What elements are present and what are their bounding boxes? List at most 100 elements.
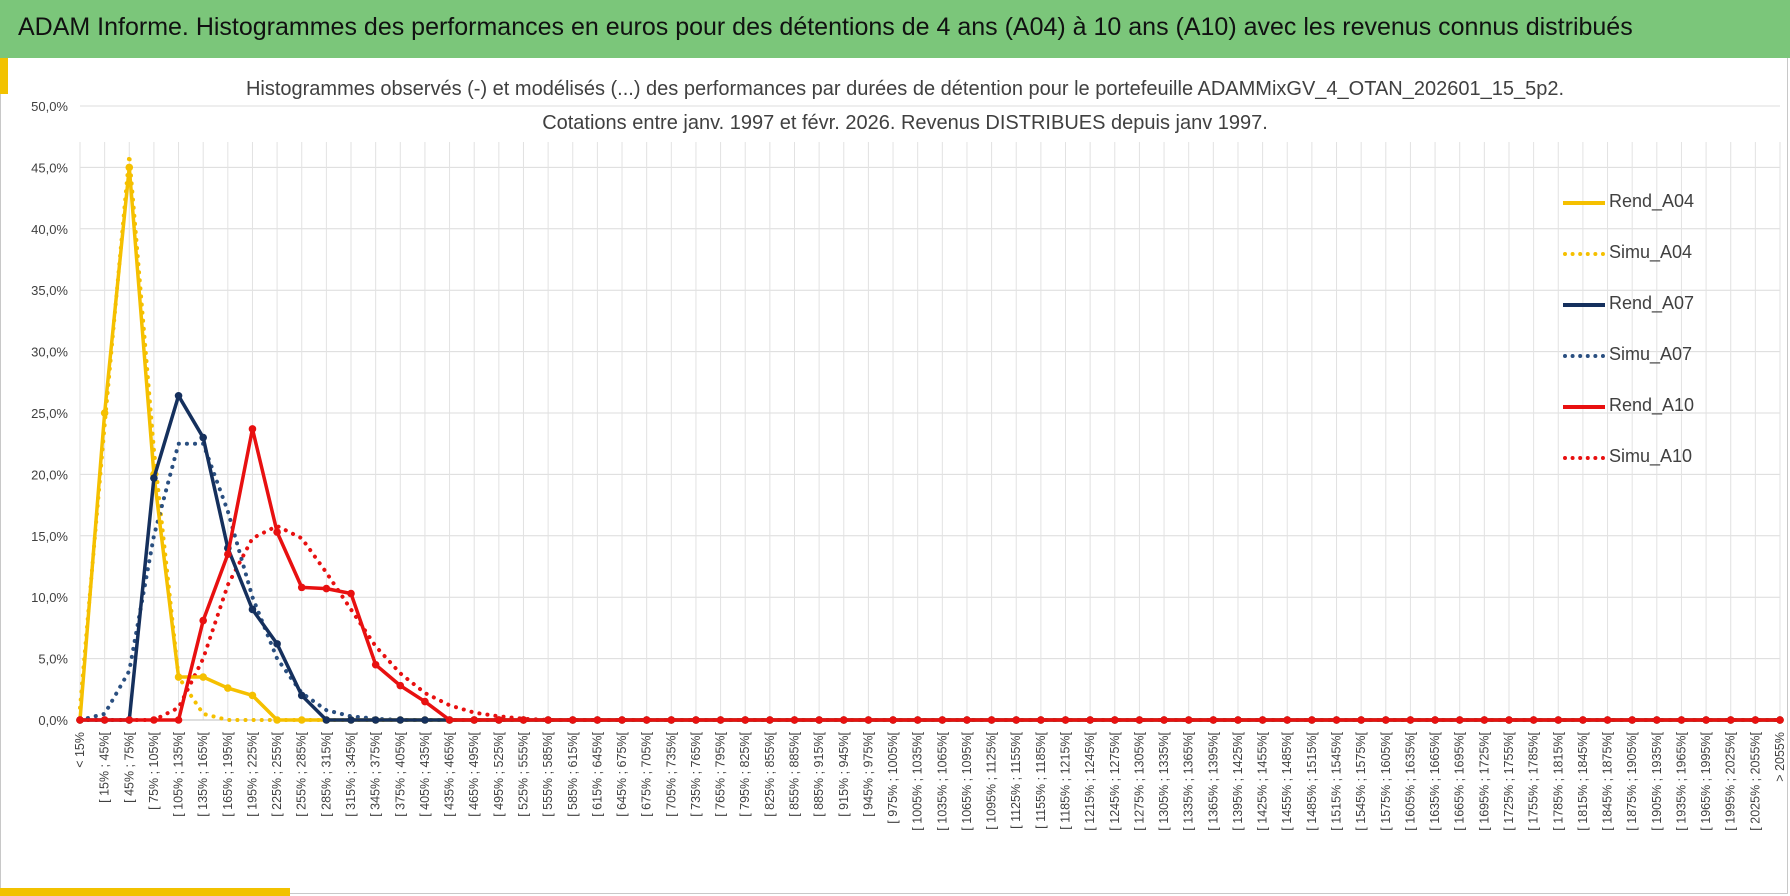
x-tick-label: [ 225% ; 255%[ (270, 731, 284, 816)
legend-swatch (1563, 303, 1605, 307)
x-tick-label: [ 1605% ; 1635%[ (1403, 731, 1417, 830)
data-point-rend-a10 (199, 616, 207, 625)
data-point-rend-a10 (1603, 716, 1612, 724)
chart-subtitle: Cotations entre janv. 1997 et févr. 2026… (542, 112, 1268, 134)
data-point-rend-a10 (1332, 716, 1341, 724)
data-point-rend-a04 (273, 716, 281, 724)
x-tick-label: [ 1785% ; 1815%[ (1551, 731, 1565, 830)
data-point-rend-a10 (963, 716, 971, 724)
data-point-rend-a10 (125, 716, 134, 724)
series-line-rend-a07 (78, 394, 1782, 722)
data-point-rend-a10 (76, 716, 84, 724)
data-point-rend-a04 (297, 716, 306, 724)
legend-swatch (1563, 456, 1605, 460)
x-tick-label: [ 855% ; 885%[ (787, 731, 801, 816)
legend-label: Simu_A10 (1609, 446, 1693, 466)
data-point-rend-a10 (1110, 716, 1119, 724)
x-tick-label: [ 1965% ; 1995%[ (1699, 731, 1713, 830)
data-point-rend-a10 (913, 716, 922, 724)
x-tick-label: [ 825% ; 855%[ (763, 731, 777, 816)
x-tick-label: [ 465% ; 495%[ (467, 731, 481, 816)
x-tick-label: [ 1035% ; 1065%[ (935, 731, 949, 830)
data-point-rend-a10 (1037, 716, 1045, 724)
legend-swatch (1563, 354, 1605, 358)
x-tick-label: [ 1335% ; 1365%[ (1182, 731, 1196, 830)
data-point-rend-a10 (568, 716, 577, 724)
data-point-rend-a10 (1653, 716, 1661, 724)
x-tick-label: [ 345% ; 375%[ (369, 731, 383, 816)
report-title: ADAM Informe. Histogrammes des performan… (18, 13, 1633, 41)
x-tick-label: [ 255% ; 285%[ (295, 731, 309, 816)
data-point-rend-a10 (1529, 716, 1538, 724)
accent-bar-bottom (0, 888, 290, 896)
legend-swatch (1563, 201, 1605, 205)
data-point-rend-a04 (100, 409, 109, 417)
data-point-rend-a07 (421, 716, 429, 724)
y-tick-label: 35,0% (31, 283, 68, 298)
x-tick-label: [ 15% ; 45%[ (98, 731, 112, 802)
data-point-rend-a04 (224, 684, 232, 692)
x-tick-label: [ 1065% ; 1095%[ (960, 731, 974, 830)
data-point-rend-a10 (1505, 716, 1513, 724)
x-tick-label: [ 1155% ; 1185%[ (1034, 731, 1048, 828)
data-point-rend-a10 (1677, 716, 1686, 724)
y-tick-label: 5,0% (38, 652, 68, 667)
data-point-rend-a10 (174, 716, 183, 724)
data-point-rend-a07 (150, 474, 158, 482)
data-point-rend-a10 (544, 716, 552, 724)
data-point-rend-a04 (125, 163, 134, 172)
x-tick-label: [ 675% ; 705%[ (640, 731, 654, 816)
x-tick-label: [ 1935% ; 1965%[ (1674, 731, 1688, 830)
data-point-rend-a10 (322, 584, 331, 593)
data-point-rend-a07 (322, 716, 331, 724)
x-tick-label: [ 1245% ; 1275%[ (1108, 731, 1122, 830)
series-line-simu-a04 (78, 153, 1782, 722)
legend-label: Simu_A07 (1609, 344, 1693, 364)
data-point-rend-a07 (248, 605, 257, 614)
data-point-rend-a10 (1308, 716, 1316, 724)
legend-label: Simu_A04 (1609, 242, 1693, 262)
data-point-rend-a10 (1357, 716, 1365, 724)
data-point-rend-a10 (1135, 716, 1144, 724)
data-point-rend-a07 (347, 716, 355, 724)
data-point-rend-a10 (1480, 716, 1489, 724)
data-point-rend-a10 (224, 550, 232, 559)
data-point-rend-a07 (371, 716, 380, 724)
data-point-rend-a10 (297, 583, 306, 592)
x-tick-label: [ 105% ; 135%[ (172, 731, 186, 816)
x-tick-label: [ 585% ; 615%[ (566, 731, 580, 816)
x-tick-label: [ 705% ; 735%[ (664, 731, 678, 816)
x-tick-label: < 15% (73, 732, 87, 768)
x-tick-label: [ 1515% ; 1545%[ (1330, 731, 1344, 830)
x-tick-label: [ 1575% ; 1605%[ (1379, 731, 1393, 830)
data-point-rend-a07 (297, 691, 306, 700)
x-tick-label: [ 405% ; 435%[ (418, 731, 432, 816)
data-point-rend-a10 (692, 716, 700, 724)
data-point-rend-a10 (421, 697, 429, 706)
data-point-rend-a10 (938, 716, 947, 724)
data-point-rend-a07 (273, 640, 281, 648)
data-point-rend-a10 (790, 716, 799, 724)
data-point-rend-a07 (396, 716, 405, 724)
x-tick-label: [ 975% ; 1005%[ (886, 731, 900, 823)
x-tick-label: [ 1755% ; 1785%[ (1527, 731, 1541, 830)
data-point-rend-a04 (248, 691, 257, 700)
chart-title: Histogrammes observés (-) et modélisés (… (245, 78, 1565, 100)
x-tick-label: [ 645% ; 675%[ (615, 731, 629, 816)
data-point-rend-a07 (199, 433, 207, 442)
x-tick-label: [ 1365% ; 1395%[ (1206, 731, 1220, 830)
data-point-rend-a10 (396, 681, 405, 690)
data-point-rend-a10 (618, 716, 626, 724)
data-point-rend-a04 (199, 673, 207, 681)
x-tick-label: [ 165% ; 195%[ (221, 731, 235, 816)
x-tick-label: [ 735% ; 765%[ (689, 731, 703, 816)
x-tick-label: [ 1485% ; 1515%[ (1305, 731, 1319, 830)
x-tick-label: [ 495% ; 525%[ (492, 731, 506, 816)
legend-item: Rend_A04 (1545, 190, 1715, 241)
y-tick-label: 40,0% (31, 222, 68, 237)
data-point-rend-a10 (1209, 716, 1218, 724)
data-point-rend-a10 (987, 716, 996, 724)
legend-swatch (1563, 405, 1605, 409)
x-tick-label: [ 1665% ; 1695%[ (1453, 731, 1467, 830)
legend-label: Rend_A04 (1609, 191, 1695, 211)
